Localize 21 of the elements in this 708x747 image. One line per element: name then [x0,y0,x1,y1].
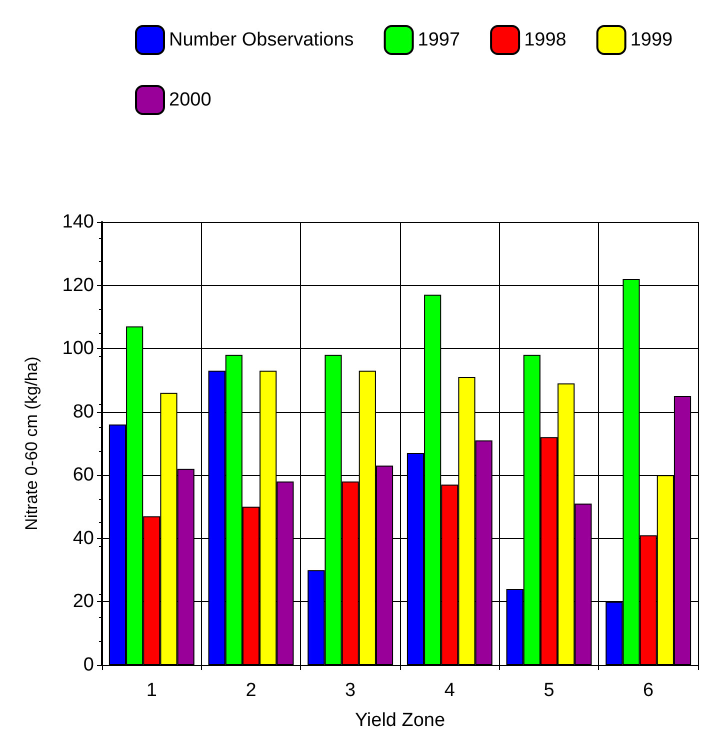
y-tick-label: 140 [62,212,94,232]
legend-label: 1998 [524,30,566,50]
y-tick-label: 80 [72,401,94,422]
y-tick-label: 100 [62,338,94,360]
legend-label: 1999 [630,30,673,50]
x-tick-label: 3 [345,680,356,701]
y-tick-label: 60 [72,464,94,486]
x-tick-label: 1 [146,680,157,701]
x-tick-label: 2 [246,680,256,701]
y-tick-label: 20 [72,591,94,612]
y-tick-label: 0 [83,654,94,676]
legend-label: Number Observations [169,30,354,50]
x-tick-label: 4 [444,680,456,701]
x-tick-label: 6 [643,680,654,701]
y-axis-title: Nitrate 0-60 cm (kg/ha) [22,356,41,530]
y-tick-label: 40 [72,528,94,549]
legend-label: 2000 [169,90,212,110]
x-tick-label: 5 [544,680,554,701]
x-axis-title: Yield Zone [354,710,446,731]
legend-label: 1997 [418,30,460,50]
y-tick-label: 120 [62,274,94,296]
